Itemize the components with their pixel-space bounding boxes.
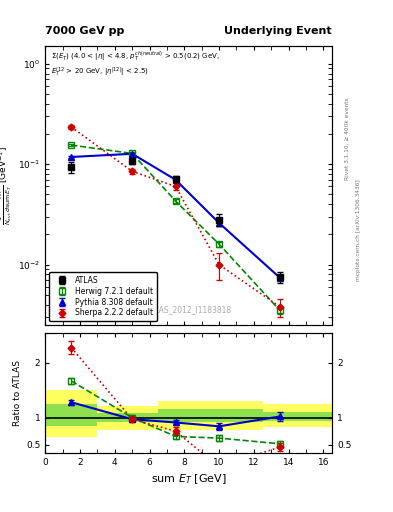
Legend: ATLAS, Herwig 7.2.1 default, Pythia 8.308 default, Sherpa 2.2.2 default: ATLAS, Herwig 7.2.1 default, Pythia 8.30… bbox=[49, 272, 157, 322]
Bar bbox=[263, 404, 332, 428]
Bar bbox=[158, 410, 202, 422]
Text: Rivet 3.1.10, ≥ 400k events: Rivet 3.1.10, ≥ 400k events bbox=[345, 97, 350, 180]
Text: ATLAS_2012_I1183818: ATLAS_2012_I1183818 bbox=[145, 305, 232, 314]
Bar bbox=[263, 412, 332, 421]
Bar bbox=[45, 404, 97, 426]
Bar bbox=[97, 413, 158, 422]
Y-axis label: Ratio to ATLAS: Ratio to ATLAS bbox=[13, 360, 22, 426]
X-axis label: sum $E_T$ [GeV]: sum $E_T$ [GeV] bbox=[151, 473, 226, 486]
Bar bbox=[45, 390, 97, 437]
Bar bbox=[202, 401, 263, 430]
Bar bbox=[97, 406, 158, 430]
Text: mcplots.cern.ch [arXiv:1306.3436]: mcplots.cern.ch [arXiv:1306.3436] bbox=[356, 180, 361, 281]
Text: 7000 GeV pp: 7000 GeV pp bbox=[45, 26, 125, 36]
Text: Underlying Event: Underlying Event bbox=[224, 26, 332, 36]
Bar bbox=[202, 410, 263, 422]
Text: $\Sigma(E_T)$ (4.0 < $|\eta|$ < 4.8, $p^{ch(neutral)}_T$ > 0.5(0.2) GeV,
$E^{l12: $\Sigma(E_T)$ (4.0 < $|\eta|$ < 4.8, $p^… bbox=[51, 49, 220, 79]
Bar bbox=[158, 401, 202, 430]
Y-axis label: $\frac{1}{N_{evt}}\frac{dN_{evt}}{d\mathrm{sum}\,E_T}$ [GeV$^{-1}$]: $\frac{1}{N_{evt}}\frac{dN_{evt}}{d\math… bbox=[0, 146, 14, 225]
